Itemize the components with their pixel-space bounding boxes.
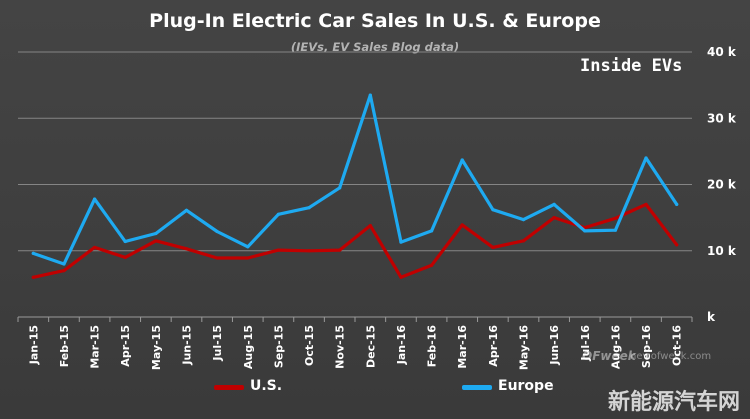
data-point-europe-8 <box>276 212 281 216</box>
ofweek-logo: OFweek <box>582 349 636 363</box>
data-point-europe-5 <box>184 208 189 212</box>
x-tick-label-6: Jul-15 <box>211 325 224 362</box>
legend-swatch-europe <box>462 385 492 390</box>
data-point-europe-3 <box>123 239 127 244</box>
data-point-us-5 <box>184 247 189 251</box>
data-point-europe-14 <box>460 158 464 162</box>
x-tick-label-8: Sep-15 <box>272 325 285 368</box>
x-tick-label-21: Oct-16 <box>671 325 684 366</box>
legend-label-europe: Europe <box>498 378 554 394</box>
data-point-us-15 <box>491 245 495 250</box>
y-tick-label-4: 40 k <box>707 45 737 59</box>
data-point-europe-12 <box>399 240 403 244</box>
x-tick-label-12: Jan-16 <box>395 325 408 366</box>
inside-evs-watermark: Inside EVs <box>580 56 683 76</box>
data-point-us-1 <box>62 269 66 273</box>
data-point-europe-9 <box>307 206 311 210</box>
data-point-us-13 <box>429 263 434 267</box>
data-point-us-20 <box>644 202 648 206</box>
series-line-europe <box>31 93 679 266</box>
data-point-us-17 <box>552 216 556 220</box>
data-point-us-10 <box>338 248 342 252</box>
data-point-europe-15 <box>491 208 495 212</box>
x-tick-label-13: Feb-16 <box>426 325 439 368</box>
data-point-europe-20 <box>644 156 648 160</box>
x-tick-label-19: Aug-16 <box>609 325 622 369</box>
y-tick-label-2: 20 k <box>707 178 737 192</box>
x-tick-label-7: Aug-15 <box>242 325 255 369</box>
data-point-europe-13 <box>429 229 434 233</box>
series-line-us <box>31 202 679 279</box>
x-tick-label-16: May-16 <box>518 325 531 370</box>
x-tick-label-11: Dec-15 <box>364 325 377 368</box>
data-point-europe-21 <box>675 202 679 206</box>
data-point-us-19 <box>613 216 618 220</box>
x-tick-label-3: Apr-15 <box>119 325 132 367</box>
chart-subtitle: (IEVs, EV Sales Blog data) <box>290 40 460 54</box>
x-tick-label-5: Jun-15 <box>181 325 194 366</box>
data-point-europe-17 <box>552 202 556 206</box>
data-point-us-8 <box>276 248 281 252</box>
data-point-europe-18 <box>583 229 587 233</box>
data-point-us-12 <box>399 275 403 279</box>
x-tick-label-15: Apr-16 <box>487 325 500 367</box>
data-point-us-0 <box>31 275 35 279</box>
x-tick-label-17: Jun-16 <box>548 325 561 366</box>
data-point-europe-0 <box>31 251 35 255</box>
y-tick-label-0: k <box>707 310 716 324</box>
x-tick-label-14: Mar-16 <box>456 325 469 369</box>
x-tick-label-10: Nov-15 <box>334 325 347 369</box>
data-point-us-6 <box>215 256 219 260</box>
data-point-us-3 <box>123 255 127 259</box>
data-point-us-9 <box>307 249 311 253</box>
data-point-europe-6 <box>215 229 219 234</box>
data-point-europe-19 <box>613 228 618 232</box>
data-point-europe-11 <box>368 93 372 97</box>
legend-label-us: U.S. <box>250 378 283 394</box>
data-point-us-11 <box>368 223 372 228</box>
data-point-us-7 <box>246 256 250 260</box>
x-tick-label-1: Feb-15 <box>58 325 71 367</box>
x-tick-label-9: Oct-15 <box>303 325 316 366</box>
y-tick-label-3: 30 k <box>707 111 737 125</box>
data-point-europe-10 <box>338 186 342 190</box>
ofweek-url: nev.ofweek.com <box>630 351 712 362</box>
data-point-us-4 <box>154 239 158 243</box>
data-point-europe-1 <box>62 262 66 266</box>
data-point-us-14 <box>460 223 464 227</box>
x-tick-label-18: Jul-16 <box>579 325 592 362</box>
x-tick-label-4: May-15 <box>150 325 163 370</box>
data-point-europe-4 <box>154 231 158 236</box>
y-tick-label-1: 10 k <box>707 244 737 258</box>
data-point-europe-2 <box>92 197 97 201</box>
data-point-us-16 <box>521 239 526 243</box>
data-point-us-21 <box>675 243 679 247</box>
data-point-europe-7 <box>246 245 250 249</box>
legend-swatch-us <box>214 385 244 390</box>
x-tick-label-20: Sep-16 <box>640 325 653 368</box>
x-tick-label-2: Mar-15 <box>89 325 102 369</box>
x-tick-label-0: Jan-15 <box>27 325 40 365</box>
chart-title: Plug-In Electric Car Sales In U.S. & Eur… <box>149 10 601 32</box>
data-point-europe-16 <box>521 218 526 222</box>
data-point-us-2 <box>92 245 97 250</box>
site-branding: 新能源汽车网 <box>607 390 740 415</box>
